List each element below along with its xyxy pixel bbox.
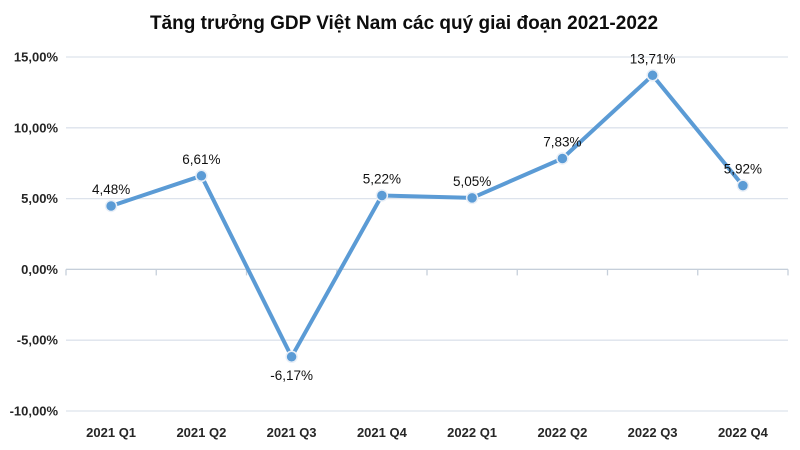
data-point-marker <box>465 191 479 205</box>
x-tick-labels-group: 2021 Q1 2021 Q2 2021 Q3 2021 Q4 2022 Q1 2022 … <box>86 425 768 440</box>
x-axis-tick-label: 2021 Q4 <box>357 425 408 440</box>
y-axis-tick-label: -10,00% <box>10 404 59 419</box>
data-labels-group: 4,48% 6,61% -6,17% 5,22% 5,05% 7,83% 13,71% 5,9… <box>92 51 762 383</box>
data-point-marker <box>104 199 118 213</box>
data-point-marker <box>736 179 750 192</box>
data-point-label: 5,22% <box>363 172 401 187</box>
data-point-marker <box>375 189 389 202</box>
x-axis-tick-label: 2021 Q2 <box>176 425 226 440</box>
x-axis-tick-label: 2022 Q1 <box>447 425 497 440</box>
y-axis-tick-label: 15,00% <box>14 50 59 65</box>
data-point-label: 7,83% <box>543 135 581 150</box>
y-axis-tick-label: 5,00% <box>21 191 58 206</box>
x-axis-tick-label: 2021 Q1 <box>86 425 136 440</box>
x-axis-group <box>65 268 789 276</box>
y-axis-tick-label: 10,00% <box>14 120 59 135</box>
x-axis-tick-label: 2022 Q3 <box>628 425 678 440</box>
data-point-label: -6,17% <box>270 368 313 383</box>
data-point-marker <box>556 152 569 165</box>
gdp-series-line <box>109 73 745 359</box>
y-axis-tick-label: -5,00% <box>17 333 59 348</box>
x-axis-tick-label: 2021 Q3 <box>267 425 317 440</box>
y-axis-tick-label: 0,00% <box>21 262 58 277</box>
data-point-marker <box>195 169 208 183</box>
x-axis-tick-label: 2022 Q4 <box>718 425 769 440</box>
series-group <box>104 69 750 364</box>
data-point-label: 6,61% <box>182 152 220 167</box>
data-point-label: 4,48% <box>92 182 130 197</box>
chart-title: Tăng trưởng GDP Việt Nam các quý giai đo… <box>150 13 658 34</box>
y-tick-labels-group: 15,00% 10,00% 5,00% 0,00% -5,00% -10,00% <box>10 50 59 419</box>
data-point-marker <box>285 350 298 364</box>
x-axis-tick-label: 2022 Q2 <box>537 425 587 440</box>
data-point-label: 5,05% <box>453 174 491 189</box>
data-point-label: 13,71% <box>630 51 676 66</box>
data-point-marker <box>646 69 659 82</box>
data-point-label: 5,92% <box>724 162 762 177</box>
